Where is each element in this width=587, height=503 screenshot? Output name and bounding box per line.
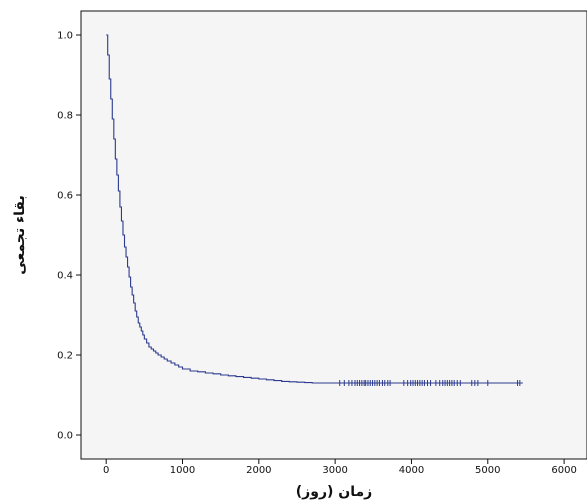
censor-marker <box>457 380 464 386</box>
x-tick-label: 5000 <box>475 465 500 476</box>
x-tick-label: 6000 <box>551 465 576 476</box>
x-tick-label: 0 <box>103 465 109 476</box>
x-tick-label: 3000 <box>322 465 347 476</box>
censor-marker <box>484 380 491 386</box>
censor-marker <box>427 380 434 386</box>
plot-area <box>80 10 587 460</box>
x-axis: 0 1000 2000 3000 4000 5000 6000 <box>103 459 577 476</box>
y-tick-label: 0.0 <box>57 431 73 442</box>
censored-markers <box>336 380 523 386</box>
censor-marker <box>516 380 523 386</box>
x-tick-label: 2000 <box>246 465 271 476</box>
censor-marker <box>474 380 481 386</box>
x-axis-title: زمان (روز) <box>296 484 372 500</box>
x-tick-label: 4000 <box>399 465 424 476</box>
y-tick-label: 0.4 <box>57 271 73 282</box>
y-axis: 0.0 0.2 0.4 0.6 0.8 1.0 <box>57 31 81 442</box>
censor-marker <box>387 380 394 386</box>
y-tick-label: 0.6 <box>57 191 73 202</box>
y-tick-label: 0.8 <box>57 111 73 122</box>
y-axis-title: بقاء تجمعی <box>12 195 28 274</box>
survival-curve-line <box>106 34 519 384</box>
y-tick-label: 1.0 <box>57 31 73 42</box>
x-tick-label: 1000 <box>170 465 195 476</box>
y-tick-label: 0.2 <box>57 351 73 362</box>
